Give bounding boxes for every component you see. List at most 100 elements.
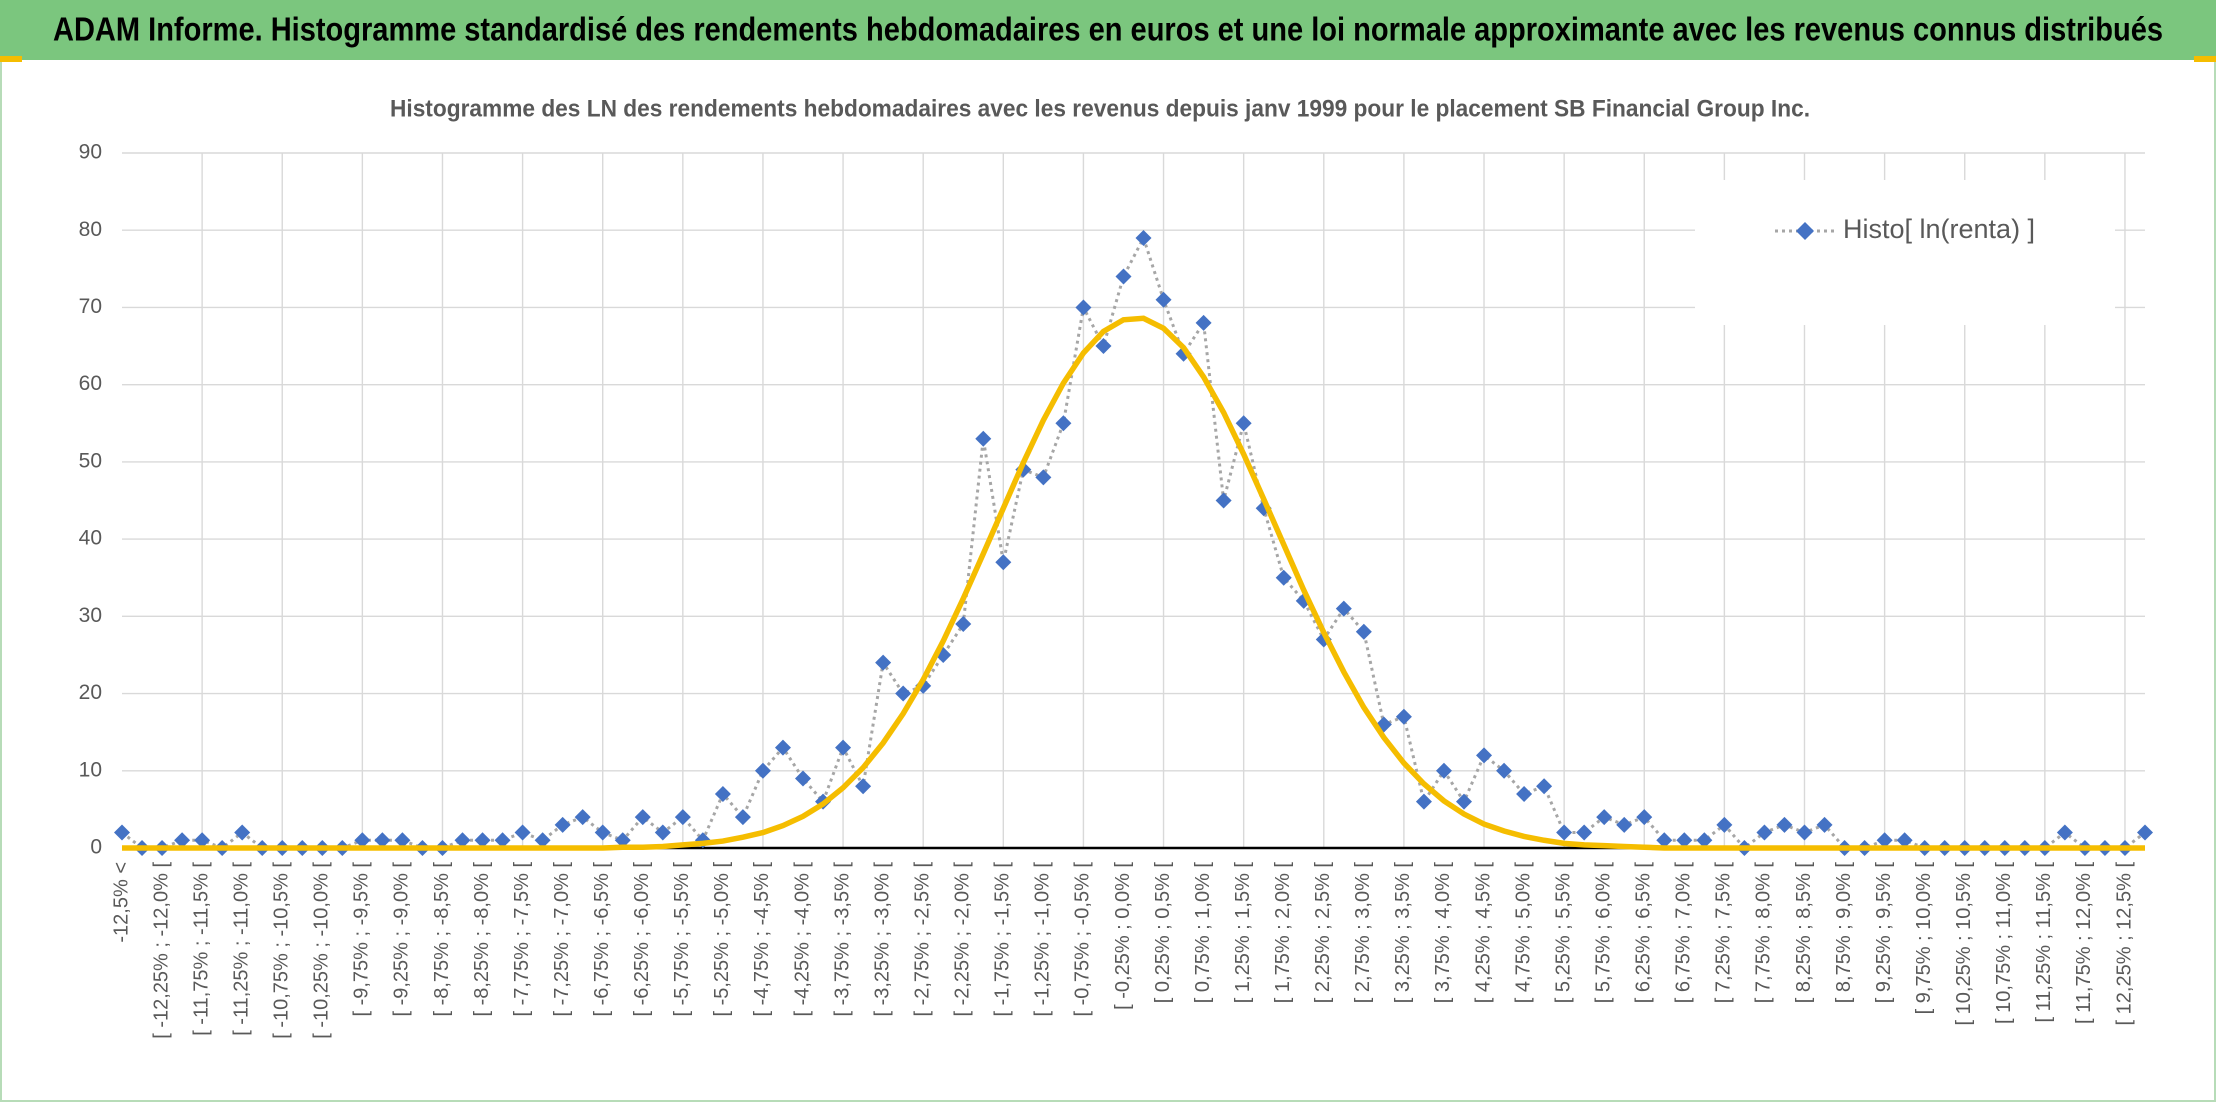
- marker: [354, 832, 371, 849]
- marker: [1876, 832, 1893, 849]
- x-tick-label: [ 10,25% ; 10,5% [: [1953, 862, 1975, 1026]
- marker: [1395, 708, 1412, 725]
- legend-marker: [1796, 222, 1814, 240]
- marker: [1095, 338, 1112, 355]
- marker: [1115, 268, 1132, 285]
- x-tick-label: [ 5,25% ; 5,5% [: [1552, 862, 1574, 1004]
- marker: [995, 554, 1012, 571]
- marker: [174, 832, 191, 849]
- x-tick-label: [ -10,75% ; -10,5% [: [271, 862, 293, 1039]
- x-tick-label: [ -5,25% ; -5,0% [: [711, 862, 733, 1017]
- y-tick-label: 10: [79, 758, 102, 781]
- x-tick-label: [ 0,25% ; 0,5% [: [1152, 862, 1174, 1004]
- x-tick-label: [ -1,75% ; -1,5% [: [992, 862, 1014, 1017]
- x-tick-label: [ -6,25% ; -6,0% [: [631, 862, 653, 1017]
- marker: [1355, 623, 1372, 640]
- x-tick-label: [ 1,25% ; 1,5% [: [1232, 862, 1254, 1004]
- marker: [1055, 415, 1072, 432]
- marker: [774, 739, 791, 756]
- marker: [654, 824, 671, 841]
- x-tick-label: [ 5,75% ; 6,0% [: [1592, 862, 1614, 1004]
- x-tick-label: [ -12,25% ; -12,0% [: [150, 862, 172, 1039]
- x-tick-label: [ 4,75% ; 5,0% [: [1512, 862, 1534, 1004]
- x-tick-label: [ -9,75% ; -9,5% [: [351, 862, 373, 1017]
- marker: [1455, 793, 1472, 810]
- marker: [1135, 229, 1152, 246]
- marker: [1596, 809, 1613, 826]
- marker: [1075, 299, 1092, 316]
- marker: [855, 778, 872, 795]
- marker: [2137, 824, 2153, 841]
- marker: [2056, 824, 2073, 841]
- x-tick-label: [ 8,25% ; 8,5% [: [1793, 862, 1815, 1004]
- x-tick-label: [ -2,75% ; -2,5% [: [911, 862, 933, 1017]
- x-tick-label: [ -9,25% ; -9,0% [: [391, 862, 413, 1017]
- marker: [1636, 809, 1653, 826]
- marker: [1676, 832, 1693, 849]
- x-tick-label: [ 9,75% ; 10,0% [: [1913, 862, 1935, 1015]
- marker: [975, 430, 992, 447]
- marker: [734, 809, 751, 826]
- x-tick-label: [ -4,75% ; -4,5% [: [751, 862, 773, 1017]
- x-tick-label: [ -2,25% ; -2,0% [: [952, 862, 974, 1017]
- marker: [634, 809, 651, 826]
- marker: [1195, 314, 1212, 331]
- x-tick-label: [ -4,25% ; -4,0% [: [791, 862, 813, 1017]
- x-tick-label: [ 9,25% ; 9,5% [: [1873, 862, 1895, 1004]
- x-tick-label: [ 2,25% ; 2,5% [: [1312, 862, 1334, 1004]
- marker: [1215, 492, 1232, 509]
- y-tick-label: 80: [79, 218, 102, 241]
- marker: [394, 832, 411, 849]
- x-tick-label: [ 8,75% ; 9,0% [: [1833, 862, 1855, 1004]
- chart-title: Histogramme des LN des rendements hebdom…: [390, 95, 1810, 122]
- marker: [554, 816, 571, 833]
- x-tick-label: [ 12,25% ; 12,5% [: [2113, 862, 2135, 1026]
- marker: [374, 832, 391, 849]
- marker: [454, 832, 471, 849]
- marker: [1496, 762, 1513, 779]
- marker: [895, 685, 912, 702]
- marker: [1516, 785, 1533, 802]
- x-tick-label: [ 1,75% ; 2,0% [: [1272, 862, 1294, 1004]
- header-accent: [0, 56, 22, 62]
- x-tick-label: [ 3,25% ; 3,5% [: [1392, 862, 1414, 1004]
- page-title: ADAM Informe. Histogramme standardisé de…: [53, 11, 2163, 48]
- marker: [1476, 747, 1493, 764]
- normal-curve: [122, 315, 2145, 851]
- marker: [1776, 816, 1793, 833]
- x-tick-label: [ 3,75% ; 4,0% [: [1432, 862, 1454, 1004]
- legend-label: Histo[ ln(renta) ]: [1843, 214, 2035, 244]
- x-tick-label: [ 0,75% ; 1,0% [: [1192, 862, 1214, 1004]
- x-tick-label: [ 7,75% ; 8,0% [: [1753, 862, 1775, 1004]
- marker: [1435, 762, 1452, 779]
- marker: [514, 824, 531, 841]
- x-tick-label: [ 10,75% ; 11,0% [: [1993, 862, 2015, 1024]
- x-tick-label: [ -3,75% ; -3,5% [: [831, 862, 853, 1017]
- marker: [674, 809, 691, 826]
- marker: [1155, 291, 1172, 308]
- x-tick-label: [ -5,75% ; -5,5% [: [671, 862, 693, 1017]
- x-tick-label: [ -11,75% ; -11,5% [: [190, 862, 212, 1036]
- marker: [1576, 824, 1593, 841]
- marker: [1556, 824, 1573, 841]
- x-tick-label: [ -3,25% ; -3,0% [: [871, 862, 893, 1017]
- marker: [1035, 469, 1052, 486]
- y-tick-label: 60: [79, 372, 102, 395]
- x-tick-label: [ 4,25% ; 4,5% [: [1472, 862, 1494, 1004]
- marker: [1696, 832, 1713, 849]
- marker: [194, 832, 211, 849]
- x-tick-label: [ -8,75% ; -8,5% [: [431, 862, 453, 1017]
- x-tick-label: -12,5% <: [110, 862, 132, 943]
- y-tick-label: 40: [79, 527, 102, 550]
- marker: [1275, 569, 1292, 586]
- marker: [594, 824, 611, 841]
- x-tick-label: [ -7,25% ; -7,0% [: [551, 862, 573, 1017]
- marker: [1616, 816, 1633, 833]
- marker: [234, 824, 251, 841]
- y-tick-label: 30: [79, 604, 102, 627]
- x-tick-label: [ 6,25% ; 6,5% [: [1633, 862, 1655, 1004]
- x-tick-label: [ -0,75% ; -0,5% [: [1072, 862, 1094, 1017]
- x-tick-label: [ -7,75% ; -7,5% [: [511, 862, 533, 1017]
- marker: [714, 785, 731, 802]
